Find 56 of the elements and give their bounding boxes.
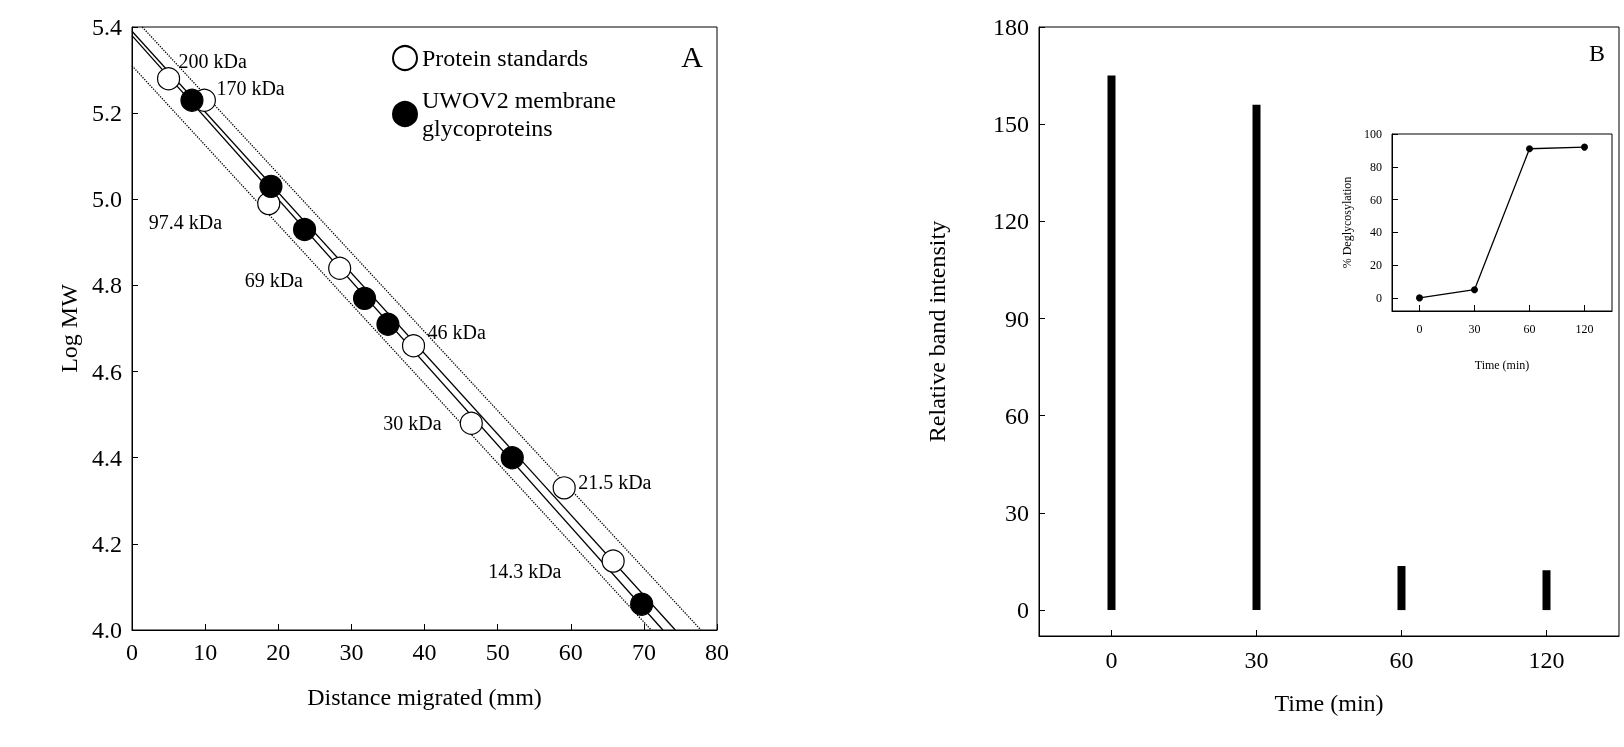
y-tick-label: 40 <box>1370 225 1382 240</box>
y-axis-title: Log MW <box>56 283 83 373</box>
y-tick-label: 5.2 <box>92 100 122 127</box>
legend-label: UWOV2 membrane glycoproteins <box>422 87 622 141</box>
x-axis-title: Time (min) <box>1274 690 1384 716</box>
y-tick-label: 180 <box>993 14 1029 40</box>
y-tick-label: 60 <box>1370 192 1382 207</box>
x-tick-label: 120 <box>1575 322 1594 336</box>
x-tick-label: 0 <box>1416 322 1423 336</box>
x-tick-label: 0 <box>1105 647 1118 673</box>
x-axis-title: Distance migrated (mm) <box>307 684 542 710</box>
y-tick-label: 150 <box>993 111 1029 138</box>
y-tick-label: 4.8 <box>92 272 122 299</box>
y-tick-label: 100 <box>1364 127 1382 141</box>
y-tick-label: 5.4 <box>92 14 122 40</box>
y-axis-title: % Deglycosylation <box>1340 176 1355 269</box>
y-tick-label: 120 <box>993 208 1029 235</box>
annotation: A <box>681 39 704 73</box>
annotation: 170 kDa <box>216 77 285 100</box>
y-tick-label: 20 <box>1370 258 1382 273</box>
annotation: 30 kDa <box>383 412 442 435</box>
y-tick-label: 60 <box>1005 402 1029 429</box>
x-tick-label: 10 <box>193 639 218 665</box>
y-tick-label: 30 <box>1005 499 1029 526</box>
legend-label: Protein standards <box>422 45 588 71</box>
x-tick-label: 30 <box>1468 322 1481 336</box>
y-tick-label: 4.2 <box>92 530 122 557</box>
x-tick-label: 0 <box>126 639 138 665</box>
x-tick-label: 70 <box>631 639 656 665</box>
annotation: 21.5 kDa <box>578 470 652 493</box>
x-tick-label: 80 <box>705 639 729 665</box>
x-tick-label: 30 <box>339 639 364 665</box>
y-tick-label: 0 <box>1017 597 1029 624</box>
x-tick-label: 60 <box>558 639 583 665</box>
x-tick-label: 20 <box>266 639 291 665</box>
x-tick-label: 120 <box>1528 647 1565 673</box>
x-tick-label: 60 <box>1389 647 1414 673</box>
annotation: 200 kDa <box>178 49 248 72</box>
y-tick-label: 4.0 <box>92 617 122 643</box>
x-tick-label: 40 <box>412 639 437 665</box>
y-tick-label: 4.6 <box>92 358 122 385</box>
y-axis-title: Relative band intensity <box>924 220 950 443</box>
x-axis-title: Time (min) <box>1474 358 1530 372</box>
y-tick-label: 5.0 <box>92 186 122 213</box>
annotation: B <box>1588 40 1606 66</box>
annotation: 69 kDa <box>244 269 304 292</box>
x-tick-label: 30 <box>1244 647 1269 673</box>
y-tick-label: 80 <box>1370 159 1382 174</box>
annotation: 97.4 kDa <box>148 210 223 233</box>
y-tick-label: 0 <box>1376 290 1382 305</box>
annotation: 46 kDa <box>427 320 486 343</box>
annotation: 14.3 kDa <box>488 560 562 583</box>
y-tick-label: 90 <box>1005 305 1029 332</box>
y-tick-label: 4.4 <box>92 444 122 471</box>
x-tick-label: 60 <box>1523 322 1536 336</box>
x-tick-label: 50 <box>485 639 510 665</box>
